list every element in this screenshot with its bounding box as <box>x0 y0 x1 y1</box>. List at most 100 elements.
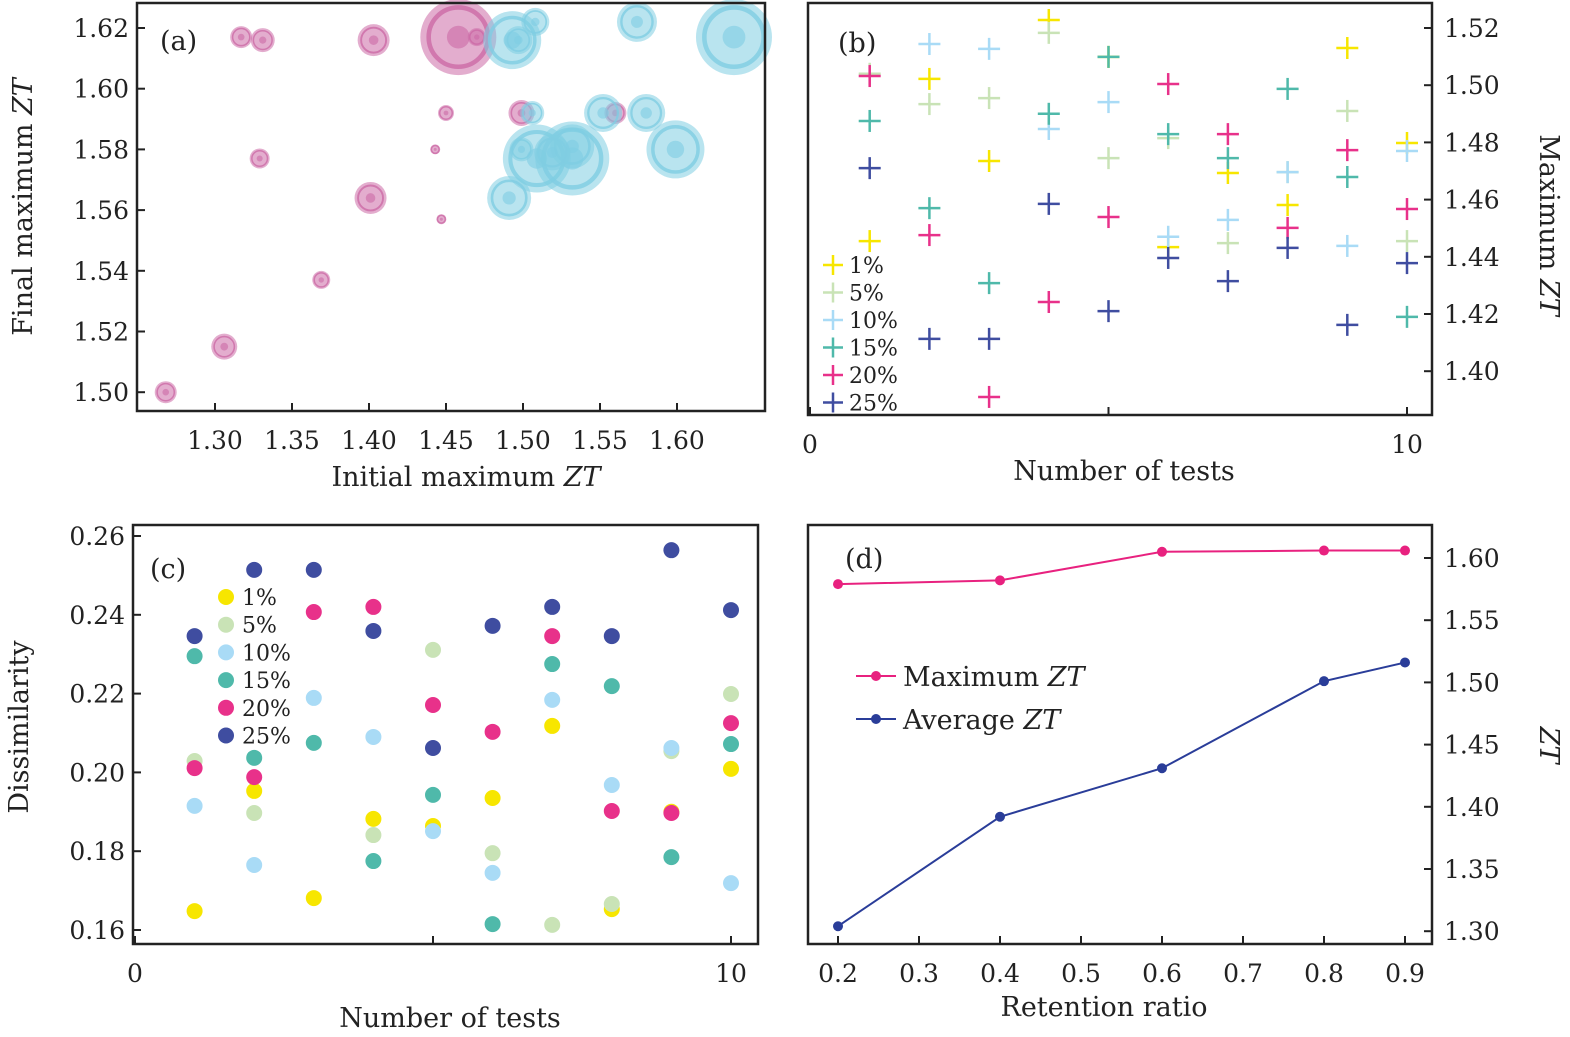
bubble-core <box>365 193 376 203</box>
bubble-ring <box>430 144 440 155</box>
bubble-ring <box>156 382 176 402</box>
plus-marker-15% <box>1396 305 1418 328</box>
x-axis-label-text: Number of tests <box>1013 456 1235 487</box>
plus-marker-15% <box>918 197 941 220</box>
data-layer <box>186 542 739 933</box>
y-axis-label: ZT <box>1533 726 1564 766</box>
bubble-core <box>546 147 558 158</box>
line-point <box>995 811 1005 822</box>
bubble-ring <box>357 184 384 212</box>
dot-marker-20% <box>186 760 203 777</box>
legend-label: 5% <box>242 614 277 639</box>
plus-marker-10% <box>1276 161 1299 184</box>
legend-label-italic: ZT <box>1047 662 1087 693</box>
y-tick-label: 0.18 <box>69 837 125 866</box>
y-tick-label: 1.62 <box>73 14 129 43</box>
line-point <box>833 579 843 590</box>
line-point <box>833 921 843 932</box>
bubble-ring <box>487 15 537 65</box>
y-tick-label: 1.40 <box>1444 357 1500 386</box>
legend-label: Average ZT <box>902 705 1062 736</box>
pink-bubble <box>230 26 253 49</box>
x-tick-label: 0.3 <box>899 959 939 988</box>
series-line <box>837 549 1405 586</box>
plus-marker-20% <box>918 224 941 247</box>
line-point <box>1157 763 1167 774</box>
y-axis-label-text: Final maximum <box>8 115 39 336</box>
x-axis-label-text: Number of tests <box>339 1003 561 1034</box>
dot-marker-15% <box>544 656 561 673</box>
x-tick-label: 0.2 <box>818 959 858 988</box>
x-tick-label: 0.5 <box>1061 959 1101 988</box>
plus-marker-1% <box>978 149 1001 172</box>
bubble-core <box>237 33 245 41</box>
plot-frame <box>806 523 1434 946</box>
dot-marker-1% <box>186 903 203 920</box>
dot-marker-25% <box>603 628 620 645</box>
x-tick-label: 0.7 <box>1223 959 1263 988</box>
dot-marker-20% <box>365 598 382 615</box>
bubble-core <box>474 34 480 40</box>
dot-marker-1% <box>544 717 561 734</box>
bubble-core <box>502 191 516 205</box>
plus-marker-25% <box>918 327 941 350</box>
legend-label: 5% <box>849 282 884 307</box>
legend-label: 1% <box>849 254 884 279</box>
x-tick-label: 10 <box>1391 430 1423 459</box>
dot-marker-15% <box>425 786 441 803</box>
dot-marker-25% <box>246 561 263 578</box>
pink-bubble <box>467 28 486 47</box>
bubble-ring <box>702 5 766 70</box>
y-tick-label: 1.52 <box>73 318 129 347</box>
legend-label: 1% <box>242 586 277 611</box>
line-point <box>1319 676 1329 687</box>
legend: 1% 5%10% 15% 20% 25% <box>218 586 291 750</box>
dot-marker-10% <box>365 728 382 745</box>
bubble-ring <box>490 179 528 217</box>
y-tick-label: 1.44 <box>1444 243 1500 272</box>
y-axis-label: Final maximum ZT <box>8 76 39 336</box>
bubble-ring <box>523 10 548 34</box>
legend-label: 20% <box>849 364 898 389</box>
dot-marker-5% <box>484 845 501 862</box>
dot-marker-5% <box>365 827 382 844</box>
bubble-core <box>259 36 267 44</box>
plus-marker-25% <box>1336 313 1359 336</box>
plus-marker-20% <box>1037 290 1060 313</box>
dot-marker-20% <box>484 723 501 740</box>
dot-marker-10% <box>723 875 739 892</box>
plus-marker-1% <box>1276 194 1299 217</box>
bubble-ring <box>537 137 568 168</box>
dot-marker-20% <box>603 803 620 820</box>
plus-marker-15% <box>1336 166 1359 189</box>
bubble-ring <box>360 26 388 54</box>
plus-marker-25% <box>1097 300 1120 323</box>
dot-marker-15% <box>484 916 501 933</box>
dot-marker-5% <box>544 916 561 933</box>
cyan-bubble <box>504 26 533 55</box>
pink-bubble <box>357 24 390 57</box>
pink-bubble <box>154 381 177 404</box>
x-tick-label: 1.40 <box>341 426 397 455</box>
pink-bubble <box>249 148 270 169</box>
plus-marker-5% <box>978 87 1001 110</box>
y-tick-label: 1.45 <box>1444 731 1500 760</box>
plus-marker-5% <box>1037 21 1060 44</box>
pink-bubble <box>250 28 275 53</box>
cyan-bubble <box>695 0 772 76</box>
y-tick-label: 1.54 <box>73 257 129 286</box>
dot-marker-1% <box>246 782 263 799</box>
bubble-core <box>446 25 470 49</box>
bubble-core <box>220 342 229 351</box>
x-tick-label: 1.45 <box>418 426 474 455</box>
panel-label: (c) <box>150 554 186 585</box>
bubble-core <box>528 109 536 117</box>
cyan-bubble <box>584 93 623 132</box>
bubble-ring <box>587 97 620 129</box>
legend-label: 10% <box>242 641 291 666</box>
dot-marker-25% <box>544 598 561 615</box>
dot-marker-25% <box>723 602 739 619</box>
plus-marker-10% <box>1336 234 1359 257</box>
y-axis-label-italic: ZT <box>1533 726 1564 766</box>
bubble-ring <box>630 97 663 129</box>
